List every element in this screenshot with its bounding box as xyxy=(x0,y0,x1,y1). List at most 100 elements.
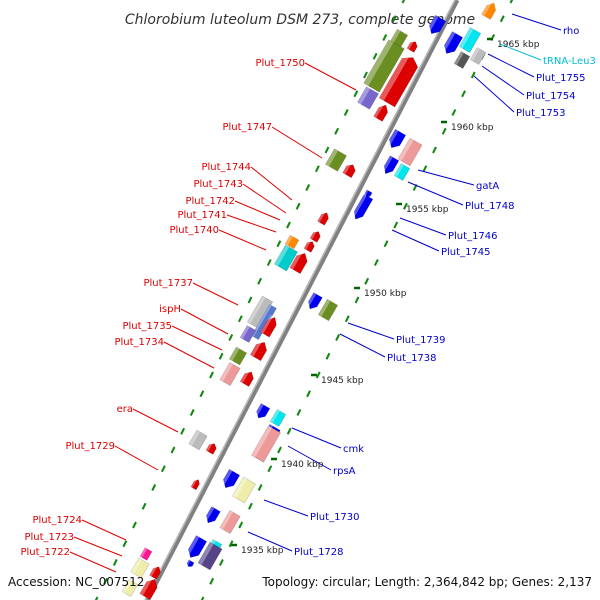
tick-dot xyxy=(266,259,272,266)
gene-block[interactable] xyxy=(393,163,411,181)
gene-label-left[interactable]: Plut_1724 xyxy=(32,515,82,526)
gene-block[interactable] xyxy=(251,304,277,340)
gene-block[interactable] xyxy=(357,86,379,110)
gene-label-left[interactable]: Plut_1735 xyxy=(122,321,172,332)
gene-arrow[interactable] xyxy=(239,369,256,387)
gene-arrow[interactable] xyxy=(190,478,201,491)
gene-block[interactable] xyxy=(397,137,423,167)
gene-arrow[interactable] xyxy=(406,39,419,53)
leader-line xyxy=(287,445,332,471)
gene-label-right[interactable]: tRNA-Leu3 xyxy=(543,56,596,67)
gene-label-left[interactable]: Plut_1744 xyxy=(201,162,251,173)
gene-block[interactable] xyxy=(458,27,482,53)
gene-label-left[interactable]: Plut_1742 xyxy=(185,196,235,207)
gene-label-right[interactable]: Plut_1746 xyxy=(448,231,498,242)
leader-line xyxy=(407,181,464,206)
gene-label-right[interactable]: Plut_1738 xyxy=(387,353,437,364)
gene-label-right[interactable]: Plut_1748 xyxy=(465,201,515,212)
gene-label-right[interactable]: Plut_1753 xyxy=(516,108,566,119)
gene-arrow[interactable] xyxy=(309,229,322,243)
gene-block[interactable] xyxy=(453,51,471,69)
gene-label-right[interactable]: Plut_1739 xyxy=(396,335,446,346)
gene-label-left[interactable]: Plut_1723 xyxy=(24,532,74,543)
gene-arrow[interactable] xyxy=(305,292,323,312)
gene-block[interactable] xyxy=(139,547,153,561)
tick-dot xyxy=(209,371,214,379)
gene-arrow[interactable] xyxy=(381,155,400,177)
gene-block[interactable] xyxy=(121,579,139,597)
tick-dot xyxy=(364,277,370,285)
gene-arrow[interactable] xyxy=(139,576,160,600)
leader-line xyxy=(481,65,525,96)
gene-label-right[interactable]: Plut_1754 xyxy=(526,91,576,102)
gene-block[interactable] xyxy=(469,47,487,65)
gene-arrow[interactable] xyxy=(203,506,221,526)
gene-block[interactable] xyxy=(317,298,339,322)
gene-arrow[interactable] xyxy=(249,339,269,362)
gene-arrow[interactable] xyxy=(220,468,241,491)
tick-label: 1935 kbp xyxy=(241,546,284,556)
gene-block[interactable] xyxy=(251,425,281,463)
gene-block[interactable] xyxy=(219,509,241,535)
gene-arrow[interactable] xyxy=(426,14,447,37)
gene-label-left[interactable]: Plut_1737 xyxy=(143,278,193,289)
gene-block[interactable] xyxy=(130,557,150,579)
gene-label-right[interactable]: cmk xyxy=(343,444,364,455)
gene-label-left[interactable]: Plut_1743 xyxy=(193,179,243,190)
gene-label-right[interactable]: rpsA xyxy=(333,466,356,477)
tick-dot xyxy=(306,390,311,398)
gene-block[interactable] xyxy=(269,409,287,427)
gene-block[interactable] xyxy=(284,234,300,250)
gene-label-left[interactable]: Plut_1741 xyxy=(177,210,227,221)
gene-arrow[interactable] xyxy=(185,535,208,560)
gene-label-right[interactable]: Plut_1730 xyxy=(310,512,360,523)
gene-arrow[interactable] xyxy=(351,193,374,222)
gene-block[interactable] xyxy=(228,346,248,366)
gene-arrow[interactable] xyxy=(260,314,280,338)
gene-label-right[interactable]: Plut_1745 xyxy=(441,247,491,258)
gene-arrow[interactable] xyxy=(342,162,358,179)
gene-arrow[interactable] xyxy=(481,0,499,20)
gene-block[interactable] xyxy=(363,39,405,93)
gene-block[interactable] xyxy=(239,325,257,343)
gene-arrow[interactable] xyxy=(254,403,271,420)
genome-backbone xyxy=(144,0,460,600)
gene-block[interactable] xyxy=(325,148,347,172)
gene-label-right[interactable]: rho xyxy=(563,26,579,37)
gene-block[interactable] xyxy=(274,244,298,272)
tick-dot xyxy=(209,577,215,585)
gene-block[interactable] xyxy=(246,295,274,329)
gene-arrow[interactable] xyxy=(363,189,373,198)
gene-label-left[interactable]: Plut_1747 xyxy=(222,122,272,133)
gene-block[interactable] xyxy=(232,476,256,504)
gene-label-left[interactable]: Plut_1750 xyxy=(255,58,305,69)
gene-label-left[interactable]: ispH xyxy=(159,304,181,315)
gene-arrow[interactable] xyxy=(185,559,195,568)
gene-block[interactable] xyxy=(197,541,223,571)
gene-block[interactable] xyxy=(188,429,208,451)
leader-line xyxy=(511,13,562,31)
gene-arrow[interactable] xyxy=(378,52,421,108)
map-title: Chlorobium luteolum DSM 273, complete ge… xyxy=(125,12,475,28)
gene-arrow[interactable] xyxy=(205,441,218,455)
gene-label-left[interactable]: Plut_1722 xyxy=(20,547,70,558)
gene-arrow[interactable] xyxy=(149,564,163,580)
tick-dot xyxy=(324,146,330,154)
gene-label-left[interactable]: Plut_1740 xyxy=(169,225,219,236)
gene-label-right[interactable]: Plut_1728 xyxy=(294,547,344,558)
leader-line xyxy=(192,282,239,306)
gene-label-right[interactable]: gatA xyxy=(476,181,499,192)
gene-label-left[interactable]: Plut_1734 xyxy=(114,337,164,348)
leader-line xyxy=(417,169,475,186)
gene-label-right[interactable]: Plut_1755 xyxy=(536,73,586,84)
tick-dot xyxy=(509,0,514,4)
gene-arrow[interactable] xyxy=(289,250,310,275)
gene-label-left[interactable]: Plut_1729 xyxy=(65,441,115,452)
gene-block[interactable] xyxy=(219,361,241,387)
gene-arrow[interactable] xyxy=(373,102,391,122)
gene-arrow[interactable] xyxy=(317,210,331,226)
gene-arrow[interactable] xyxy=(386,128,407,151)
gene-label-left[interactable]: era xyxy=(117,404,133,415)
gene-arrow[interactable] xyxy=(303,239,316,253)
gene-arrow[interactable] xyxy=(441,31,464,56)
